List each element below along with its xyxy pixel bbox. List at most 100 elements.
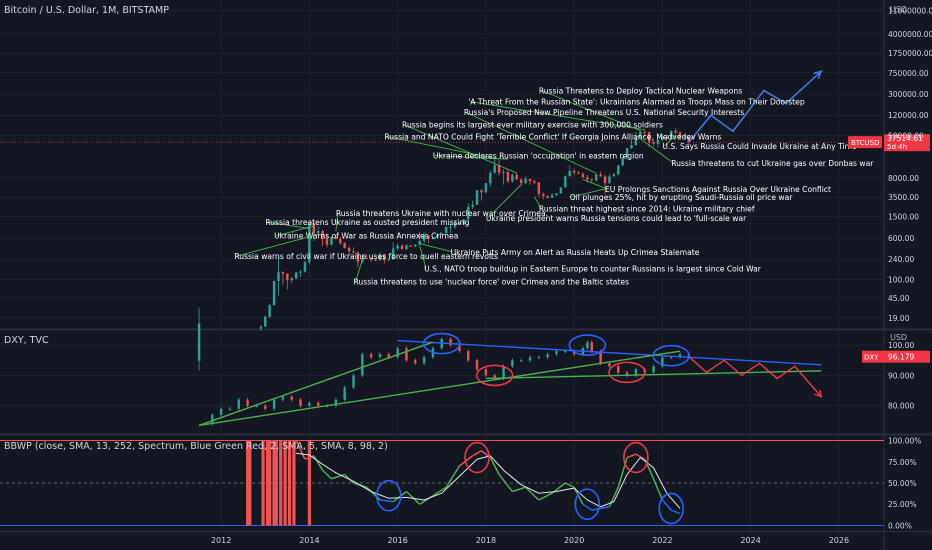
price-panel[interactable]: Russia Threatens to Deploy Tactical Nucl… [0, 70, 930, 371]
news-annotation: Oil plunges 25%, hit by erupting Saudi-R… [570, 193, 794, 202]
annotation-arrow [582, 179, 608, 190]
dxy-symbol-badge [862, 350, 884, 363]
bbwp-line-segment [313, 455, 324, 471]
btc-candle [586, 177, 589, 180]
btc-candle [264, 316, 267, 327]
dxy-panel[interactable]: DXY 96.179 [198, 332, 930, 427]
dxy-candle [228, 408, 232, 410]
btc-candle [687, 136, 691, 143]
x-tick-label: 2014 [299, 536, 319, 545]
bbwp-line-segment [489, 457, 500, 475]
dxy-candle [502, 366, 505, 379]
btc-candle [436, 234, 439, 238]
dxy-projection-arrowhead [814, 389, 823, 398]
dxy-candle [511, 360, 514, 367]
bbwp-extreme-bar [274, 440, 278, 526]
dxy-candle [352, 375, 355, 388]
bbwp-line-segment [304, 455, 315, 460]
btc-candle [678, 132, 682, 138]
bbwp-y-tick-label: 25.00% [888, 500, 917, 509]
dxy-candle [449, 339, 452, 346]
dxy-candle [317, 402, 320, 406]
price-y-tick-label: 45.00 [888, 294, 910, 303]
symbol-badge [848, 136, 882, 149]
bbwp-line-segment [652, 478, 664, 501]
btc-candle [674, 130, 677, 133]
btc-candle [484, 183, 488, 193]
btc-candle [581, 173, 585, 178]
btc-candle [387, 259, 390, 261]
btc-candle [405, 245, 408, 250]
x-tick-label: 2016 [387, 536, 407, 545]
btc-candle [312, 223, 315, 234]
dxy-candle [458, 345, 461, 352]
bbwp-highlight-circle-blue [375, 479, 402, 512]
axes[interactable]: 2012 2014 2016 2018 2020 2022 2024 2026 11000000… [211, 7, 932, 545]
btc-candle [396, 245, 399, 249]
dxy-last-price-badge [884, 350, 930, 363]
dxy-candle [211, 414, 214, 424]
dxy-candle [237, 399, 240, 409]
annotation-arrow [275, 225, 314, 237]
annotation-arrow [487, 184, 522, 219]
btc-candle [444, 227, 448, 234]
bbwp-line-segment [295, 440, 306, 460]
dxy-candle [405, 348, 408, 361]
btc-candle [290, 278, 293, 281]
bbwp-extreme-bar [287, 440, 292, 526]
dxy-candle [334, 399, 338, 406]
btc-candle [493, 165, 496, 173]
bbwp-extreme-bar [265, 440, 270, 526]
dxy-highlight-circle-blue [652, 344, 691, 367]
annotation-arrow [355, 260, 363, 282]
price-y-tick-label: 750000.00 [888, 69, 929, 78]
bbwp-extreme-bar [283, 440, 287, 526]
bbwp-line-segment [322, 469, 332, 480]
bbwp-line-segment [608, 486, 619, 508]
btc-candle [612, 174, 616, 177]
btc-candle [431, 237, 435, 239]
price-y-tick-label: 3500.00 [888, 193, 919, 202]
btc-candle [590, 179, 593, 181]
dxy-candle [290, 396, 293, 400]
btc-candle [440, 233, 443, 235]
dxy-y-tick-label: 90.000 [888, 371, 914, 380]
btc-candle [422, 235, 426, 241]
annotation-arrow [470, 101, 645, 131]
price-y-tick-label: 11000000.00 [888, 7, 932, 16]
bbwp-y-tick-label: 75.00% [888, 458, 917, 467]
dxy-candle [590, 342, 593, 352]
dxy-highlight-circle-blue [422, 332, 461, 355]
btc-candle [259, 326, 263, 329]
bbwp-line-segment [331, 473, 345, 480]
dxy-candle [555, 351, 558, 355]
dxy-candle [396, 348, 399, 358]
x-tick-label: 2026 [829, 536, 849, 545]
dxy-candle [634, 369, 638, 376]
btc-candle [449, 226, 452, 228]
dxy-candle [599, 351, 602, 364]
news-annotation: Russia threatens to cut Ukraine gas over… [671, 159, 874, 168]
btc-candle [462, 219, 466, 225]
annotation-arrow [419, 243, 453, 253]
bbwp-line-segment [538, 492, 553, 501]
news-annotation: Russia begins its largest ever military … [402, 121, 663, 130]
price-y-tick-label: 50000.00 [888, 132, 924, 141]
btc-candle [528, 178, 532, 182]
bbwp-panel[interactable] [0, 440, 884, 526]
bbwp-line-segment [661, 499, 672, 511]
price-y-tick-label: 240.00 [888, 255, 914, 264]
bbwp-extreme-bar [248, 440, 252, 526]
dxy-candle [678, 354, 682, 358]
bbwp-line-segment [498, 474, 513, 492]
bbwp-line-segment [635, 453, 646, 460]
btc-candle [356, 252, 360, 262]
last-price-countdown: 5d 4h [887, 143, 907, 151]
btc-candle [317, 231, 320, 234]
dxy-candle [652, 366, 655, 373]
bbwp-line-segment [432, 486, 447, 497]
news-annotation: Russia threatens Ukraine as ousted presi… [265, 218, 469, 227]
dxy-projection-line [688, 356, 822, 398]
